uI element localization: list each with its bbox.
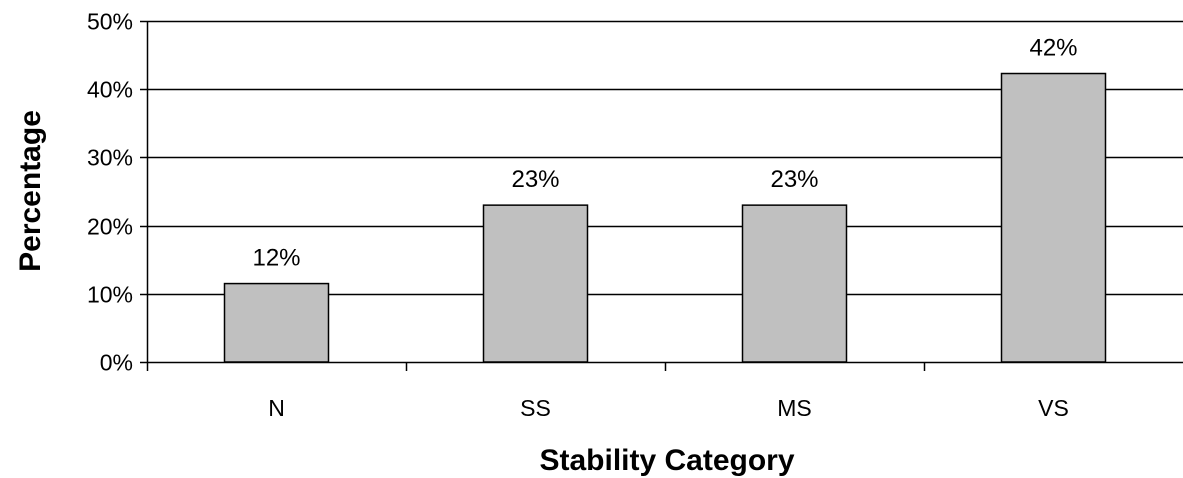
y-tick-label: 20%: [87, 214, 133, 240]
data-label-ms: 23%: [770, 166, 818, 193]
y-tick-label: 40%: [87, 77, 133, 103]
y-tick-label: 30%: [87, 145, 133, 171]
y-tick-label: 50%: [87, 9, 133, 35]
bar-n: [223, 282, 330, 363]
y-tick-label: 0%: [100, 350, 133, 376]
data-label-n: 12%: [252, 245, 300, 272]
labels: 0% 10% 20% 30% 40% 50% 12% 23% 23% 42% N SS MS VS: [87, 9, 1078, 422]
x-tick-label-ms: MS: [777, 395, 812, 421]
x-tick-label-n: N: [268, 395, 285, 421]
axes: [140, 20, 1183, 371]
x-axis-title: Stability Category: [539, 444, 794, 477]
bars: [223, 72, 1107, 363]
x-tick-label-ss: SS: [520, 395, 551, 421]
bar-ss: [482, 204, 589, 363]
data-label-vs: 42%: [1029, 35, 1077, 62]
y-tick-label: 10%: [87, 282, 133, 308]
bar-vs: [1000, 72, 1107, 363]
x-tick-label-vs: VS: [1038, 395, 1069, 421]
data-label-ss: 23%: [511, 166, 559, 193]
y-axis-title: Percentage: [14, 110, 47, 272]
bar-ms: [741, 204, 848, 363]
